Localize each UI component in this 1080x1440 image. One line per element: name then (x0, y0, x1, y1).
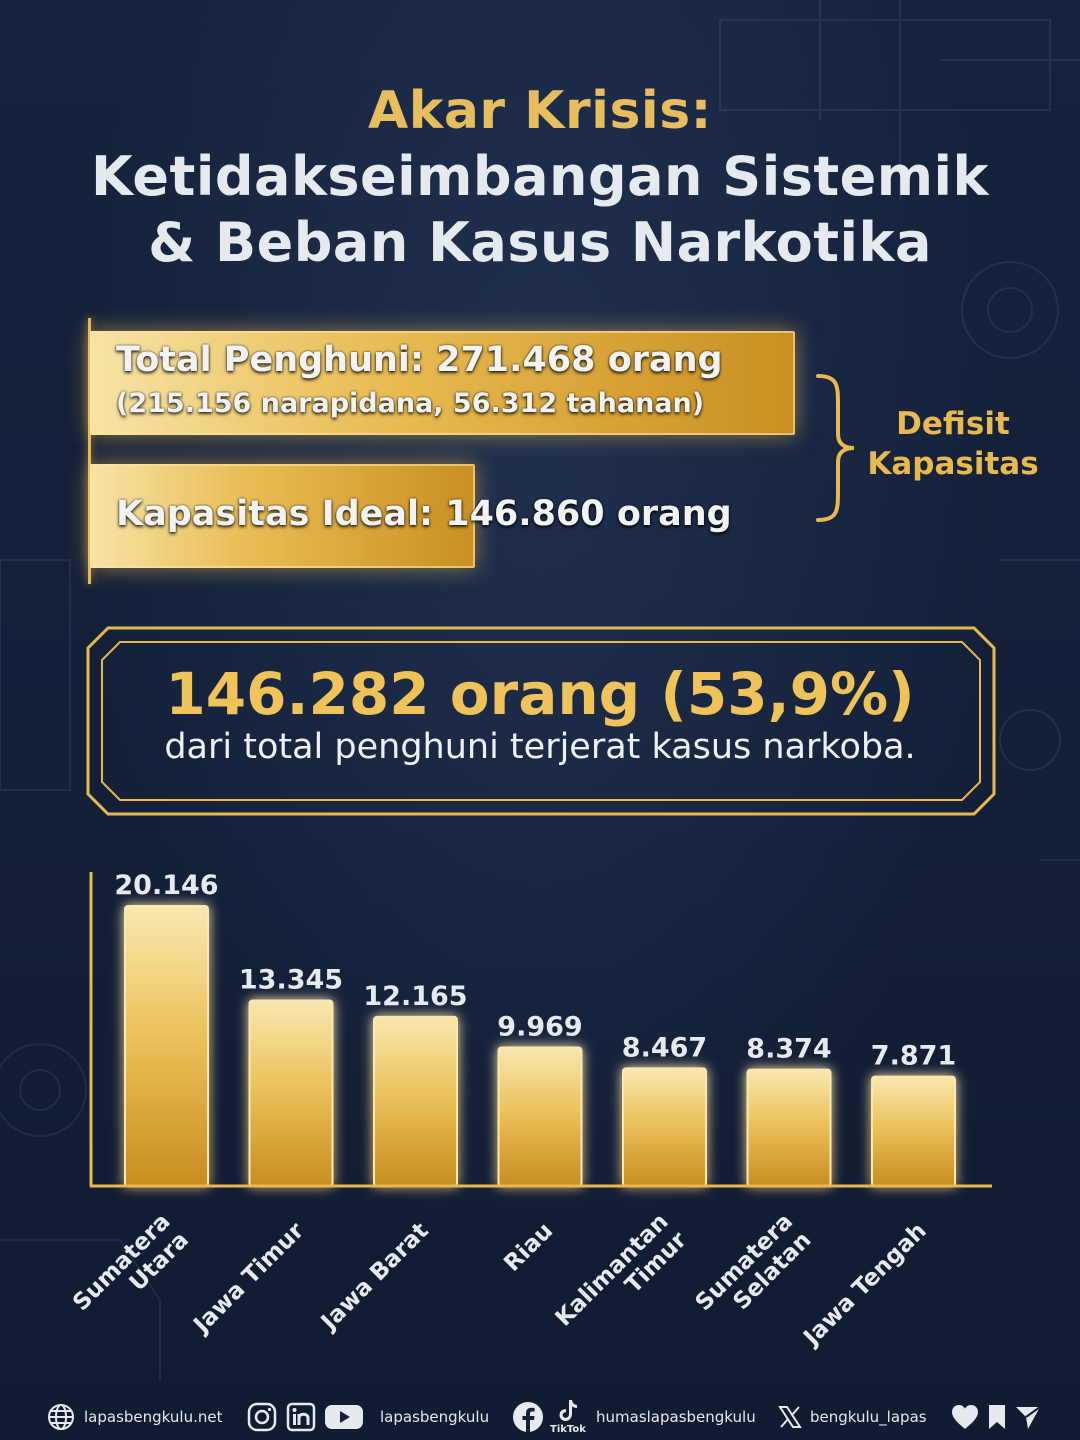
instagram-icon[interactable] (246, 1401, 278, 1433)
globe-icon (48, 1404, 74, 1430)
x-twitter-icon (778, 1406, 802, 1428)
highlight-frame (86, 626, 996, 816)
ideal-capacity-label: Kapasitas Ideal: 146.860 orang (116, 494, 732, 534)
deficit-line-1: Defisit (896, 406, 1010, 442)
bar-value-label-2: 12.165 (363, 981, 467, 1012)
footer-actions (950, 1398, 1042, 1436)
title-line-1: Akar Krisis: (368, 81, 712, 141)
x-tick-label-2: Jawa Barat (315, 1218, 434, 1337)
humas-handle-text: humaslapasbengkulu (596, 1408, 756, 1426)
x-tick-label-5: SumateraSelatan (691, 1209, 817, 1335)
deficit-line-2: Kapasitas (867, 446, 1039, 482)
total-occupants-label: Total Penghuni: 271.468 orang (116, 340, 723, 380)
x-tick-label-1: Jawa Timur (188, 1217, 310, 1339)
bar-4 (622, 1067, 707, 1187)
bar-value-label-4: 8.467 (622, 1032, 707, 1063)
website-text: lapasbengkulu.net (84, 1408, 223, 1426)
footer-website[interactable]: lapasbengkulu.net (46, 1398, 222, 1436)
bar-5 (746, 1068, 832, 1188)
bookmark-icon[interactable] (986, 1403, 1008, 1431)
footer-social-group: lapasbengkulu (246, 1398, 489, 1436)
ideal-capacity-bar (90, 464, 475, 568)
x-tick-label-4: KalimantanTimur (551, 1208, 693, 1350)
facebook-icon[interactable] (512, 1401, 544, 1433)
send-icon[interactable] (1014, 1403, 1042, 1431)
total-occupants-detail: (215.156 narapidana, 56.312 tahanan) (116, 388, 705, 419)
bar-3 (497, 1046, 583, 1187)
bar-0 (124, 905, 209, 1187)
capacity-deficit-label: Defisit Kapasitas (862, 404, 1044, 484)
youtube-icon[interactable] (324, 1402, 364, 1432)
tiktok-icon (559, 1400, 577, 1421)
tiktok-badge[interactable]: TikTok (550, 1398, 586, 1436)
x-tick-label-3: Riau (499, 1218, 558, 1277)
footer-x-group[interactable]: bengkulu_lapas (778, 1398, 927, 1436)
bar-6 (871, 1075, 956, 1188)
footer-humas-group: TikTok humaslapasbengkulu (512, 1398, 756, 1436)
curly-brace-icon (816, 374, 855, 522)
title-line-2: Ketidakseimbangan Sistemik (91, 145, 989, 208)
x-tick-label-0: SumateraUtara (68, 1209, 194, 1335)
bar-value-label-6: 7.871 (871, 1041, 956, 1072)
title-line-3: & Beban Kasus Narkotika (148, 211, 932, 274)
x-tick-label-6: Jawa Tengah (798, 1218, 932, 1352)
bar-value-label-3: 9.969 (497, 1011, 582, 1042)
bar-value-label-5: 8.374 (746, 1034, 831, 1065)
capacity-axis (88, 318, 91, 584)
page-title: Akar Krisis: Ketidakseimbangan Sistemik … (0, 78, 1080, 276)
narcotics-count-headline: 146.282 orang (53,9%) (165, 660, 915, 728)
footer-bar: lapasbengkulu.net lapasbengkulu TikTok h… (0, 1398, 1080, 1438)
heart-icon[interactable] (950, 1403, 980, 1431)
bar-value-label-1: 13.345 (239, 965, 343, 996)
bar-value-label-0: 20.146 (114, 870, 218, 901)
linkedin-icon[interactable] (286, 1402, 316, 1432)
x-handle-text: bengkulu_lapas (810, 1408, 927, 1426)
total-occupants-bar (90, 331, 795, 435)
narcotics-by-province-chart: 20.146 13.345 12.165 9.969 8.467 8.374 7.871 S… (68, 870, 992, 1352)
narcotics-count-subtext: dari total penghuni terjerat kasus narko… (164, 727, 916, 767)
bar-1 (248, 999, 334, 1188)
bar-2 (373, 1015, 458, 1187)
tiktok-label: TikTok (550, 1424, 586, 1435)
social-handle-text: lapasbengkulu (380, 1408, 490, 1426)
